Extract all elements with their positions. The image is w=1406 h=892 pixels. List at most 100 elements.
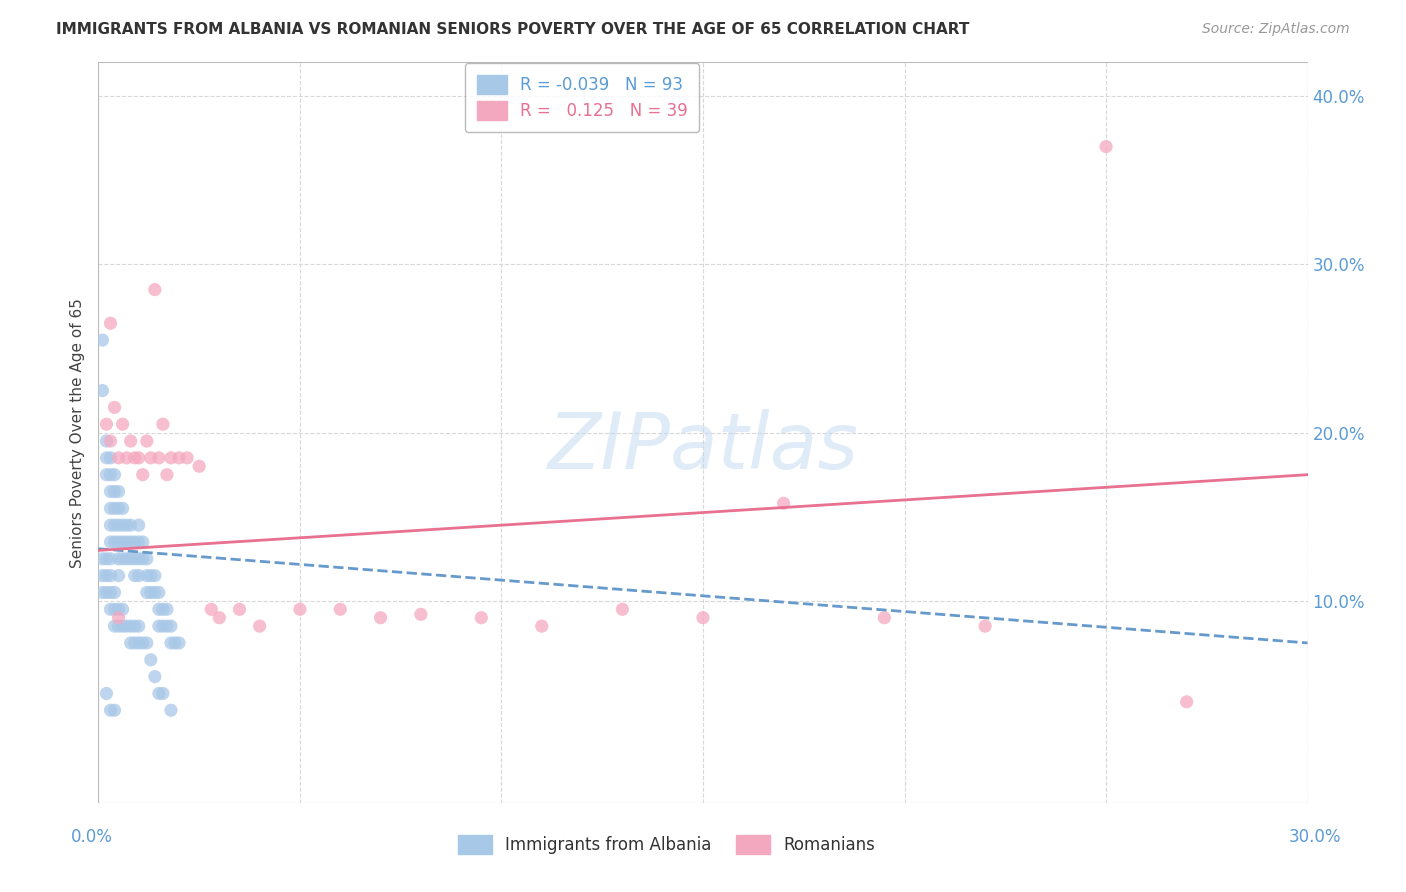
Point: [167, 450, 190, 465]
Point: [124, 450, 146, 465]
Point: [96, 585, 118, 599]
Point: [124, 619, 146, 633]
Point: [152, 619, 174, 633]
Point: [111, 501, 134, 516]
Point: [1095, 139, 1118, 153]
Text: IMMIGRANTS FROM ALBANIA VS ROMANIAN SENIORS POVERTY OVER THE AGE OF 65 CORRELATI: IMMIGRANTS FROM ALBANIA VS ROMANIAN SENI…: [56, 22, 970, 37]
Point: [143, 670, 166, 684]
Point: [103, 484, 125, 499]
Point: [107, 602, 129, 616]
Point: [143, 585, 166, 599]
Point: [128, 619, 150, 633]
Text: ZIPatlas: ZIPatlas: [547, 409, 859, 485]
Point: [156, 602, 179, 616]
Point: [148, 450, 170, 465]
Point: [100, 568, 122, 582]
Point: [120, 518, 142, 533]
Point: [107, 568, 129, 582]
Point: [91, 384, 114, 398]
Point: [103, 602, 125, 616]
Point: [96, 686, 118, 700]
Point: [124, 535, 146, 549]
Point: [200, 602, 222, 616]
Point: [103, 501, 125, 516]
Point: [100, 501, 122, 516]
Point: [143, 568, 166, 582]
Point: [135, 636, 157, 650]
Point: [103, 535, 125, 549]
Point: [208, 610, 231, 624]
Point: [135, 568, 157, 582]
Text: 30.0%: 30.0%: [1288, 828, 1341, 846]
Point: [100, 602, 122, 616]
Point: [100, 467, 122, 482]
Point: [103, 585, 125, 599]
Point: [135, 551, 157, 566]
Point: [103, 619, 125, 633]
Point: [115, 518, 138, 533]
Point: [152, 417, 174, 432]
Point: [120, 619, 142, 633]
Point: [1175, 695, 1198, 709]
Point: [100, 551, 122, 566]
Point: [128, 568, 150, 582]
Point: [124, 636, 146, 650]
Point: [91, 333, 114, 347]
Point: [139, 450, 162, 465]
Point: [96, 417, 118, 432]
Point: [228, 602, 250, 616]
Point: [100, 535, 122, 549]
Point: [132, 467, 155, 482]
Point: [107, 501, 129, 516]
Point: [91, 568, 114, 582]
Point: [132, 551, 155, 566]
Point: [692, 610, 714, 624]
Point: [530, 619, 553, 633]
Point: [111, 551, 134, 566]
Point: [100, 450, 122, 465]
Point: [100, 316, 122, 330]
Point: [107, 610, 129, 624]
Point: [111, 535, 134, 549]
Point: [103, 703, 125, 717]
Point: [115, 535, 138, 549]
Point: [103, 467, 125, 482]
Point: [107, 484, 129, 499]
Point: [160, 703, 183, 717]
Point: [96, 551, 118, 566]
Point: [370, 610, 392, 624]
Point: [873, 610, 896, 624]
Point: [115, 551, 138, 566]
Point: [96, 467, 118, 482]
Point: [111, 619, 134, 633]
Point: [135, 434, 157, 448]
Point: [107, 450, 129, 465]
Point: [100, 484, 122, 499]
Point: [107, 535, 129, 549]
Point: [120, 535, 142, 549]
Text: Source: ZipAtlas.com: Source: ZipAtlas.com: [1202, 22, 1350, 37]
Point: [163, 636, 186, 650]
Point: [107, 551, 129, 566]
Point: [111, 602, 134, 616]
Point: [152, 602, 174, 616]
Point: [135, 585, 157, 599]
Point: [139, 653, 162, 667]
Point: [409, 607, 432, 622]
Point: [107, 619, 129, 633]
Point: [100, 703, 122, 717]
Point: [249, 619, 271, 633]
Point: [128, 551, 150, 566]
Point: [148, 602, 170, 616]
Point: [470, 610, 492, 624]
Point: [152, 686, 174, 700]
Point: [103, 518, 125, 533]
Point: [115, 450, 138, 465]
Point: [111, 417, 134, 432]
Point: [128, 518, 150, 533]
Point: [128, 535, 150, 549]
Point: [100, 518, 122, 533]
Point: [128, 636, 150, 650]
Point: [160, 636, 183, 650]
Point: [115, 619, 138, 633]
